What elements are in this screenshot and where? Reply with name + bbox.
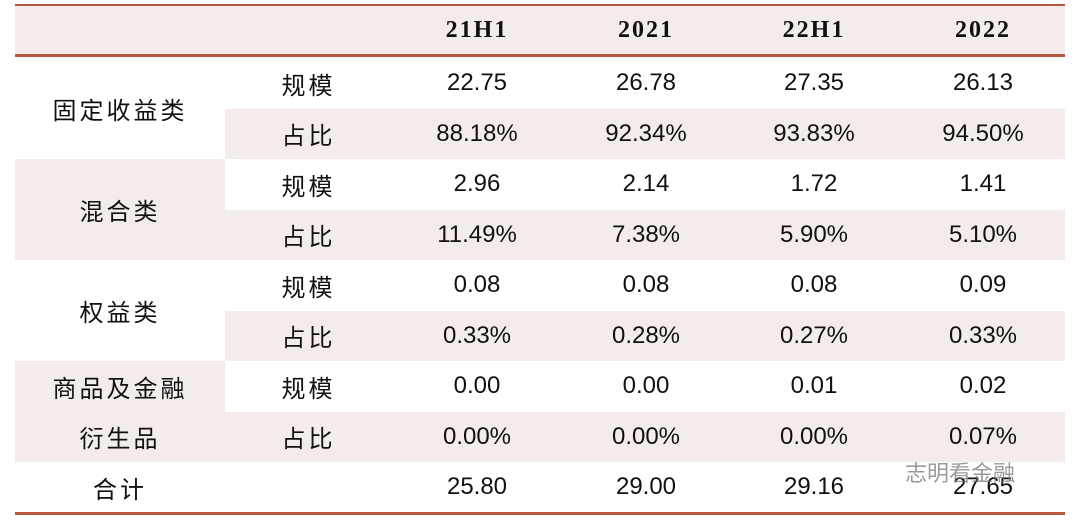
total-value: 29.16: [783, 473, 845, 501]
column-header: 2022: [955, 16, 1011, 43]
value-cell: 0.33%: [948, 321, 1018, 349]
group-name: 混合类: [79, 198, 161, 226]
watermark: 志明看金融: [904, 462, 1015, 487]
value-cell: 0.28%: [611, 321, 681, 349]
row-shade: [225, 108, 1065, 159]
value-cell: 0.09: [959, 271, 1007, 299]
value-cell: 0.00: [453, 372, 501, 400]
header-background: [15, 6, 1065, 54]
column-header: 21H1: [445, 16, 509, 43]
bottom-rule: [15, 512, 1065, 515]
value-cell: 5.10%: [948, 220, 1018, 248]
total-value: 25.80: [446, 473, 508, 501]
value-cell: 11.49%: [437, 220, 517, 248]
value-cell: 0.08: [453, 271, 501, 299]
value-cell: 93.83%: [773, 119, 855, 147]
column-header: 2021: [618, 16, 674, 43]
group-name: 固定收益类: [52, 97, 188, 125]
top-rule: [15, 4, 1065, 6]
value-cell: 92.34%: [605, 119, 687, 147]
row-label: 占比: [281, 223, 336, 252]
value-cell: 0.07%: [948, 422, 1018, 450]
value-cell: 2.96: [453, 170, 501, 198]
total-label: 合计: [93, 475, 147, 504]
group-name: 权益类: [79, 299, 161, 327]
value-cell: 2.14: [622, 170, 670, 198]
value-cell: 0.00%: [611, 422, 681, 450]
group-shade: [15, 159, 225, 260]
row-shade: [225, 209, 1065, 260]
value-cell: 7.38%: [611, 220, 681, 248]
value-cell: 0.00%: [779, 422, 849, 450]
value-cell: 0.33%: [442, 321, 512, 349]
header-rule: [15, 54, 1065, 57]
row-label: 规模: [281, 172, 336, 201]
total-value: 27.65: [952, 473, 1014, 501]
row-label: 规模: [281, 374, 336, 403]
value-cell: 27.35: [783, 69, 845, 97]
value-cell: 0.27%: [779, 321, 849, 349]
value-cell: 0.02: [959, 372, 1007, 400]
value-cell: 94.50%: [942, 119, 1024, 147]
value-cell: 1.72: [790, 170, 838, 198]
value-cell: 0.00: [622, 372, 670, 400]
row-shade: [225, 310, 1065, 361]
value-cell: 26.13: [952, 69, 1014, 97]
group-name: 商品及金融: [52, 374, 188, 403]
group-shade: [15, 361, 225, 462]
row-label: 规模: [281, 273, 336, 302]
value-cell: 88.18%: [436, 119, 518, 147]
row-label: 规模: [281, 71, 336, 100]
value-cell: 0.00%: [442, 422, 512, 450]
value-cell: 0.08: [790, 271, 838, 299]
column-header: 22H1: [782, 16, 846, 43]
row-label: 占比: [281, 324, 336, 353]
value-cell: 0.01: [790, 372, 838, 400]
row-label: 占比: [281, 122, 336, 151]
value-cell: 26.78: [615, 69, 677, 97]
total-value: 29.00: [615, 473, 677, 501]
row-shade: [225, 411, 1065, 462]
row-label: 占比: [281, 425, 336, 454]
value-cell: 0.08: [622, 271, 670, 299]
group-name: 衍生品: [79, 425, 161, 454]
value-cell: 1.41: [959, 170, 1007, 198]
value-cell: 22.75: [446, 69, 508, 97]
value-cell: 5.90%: [779, 220, 849, 248]
